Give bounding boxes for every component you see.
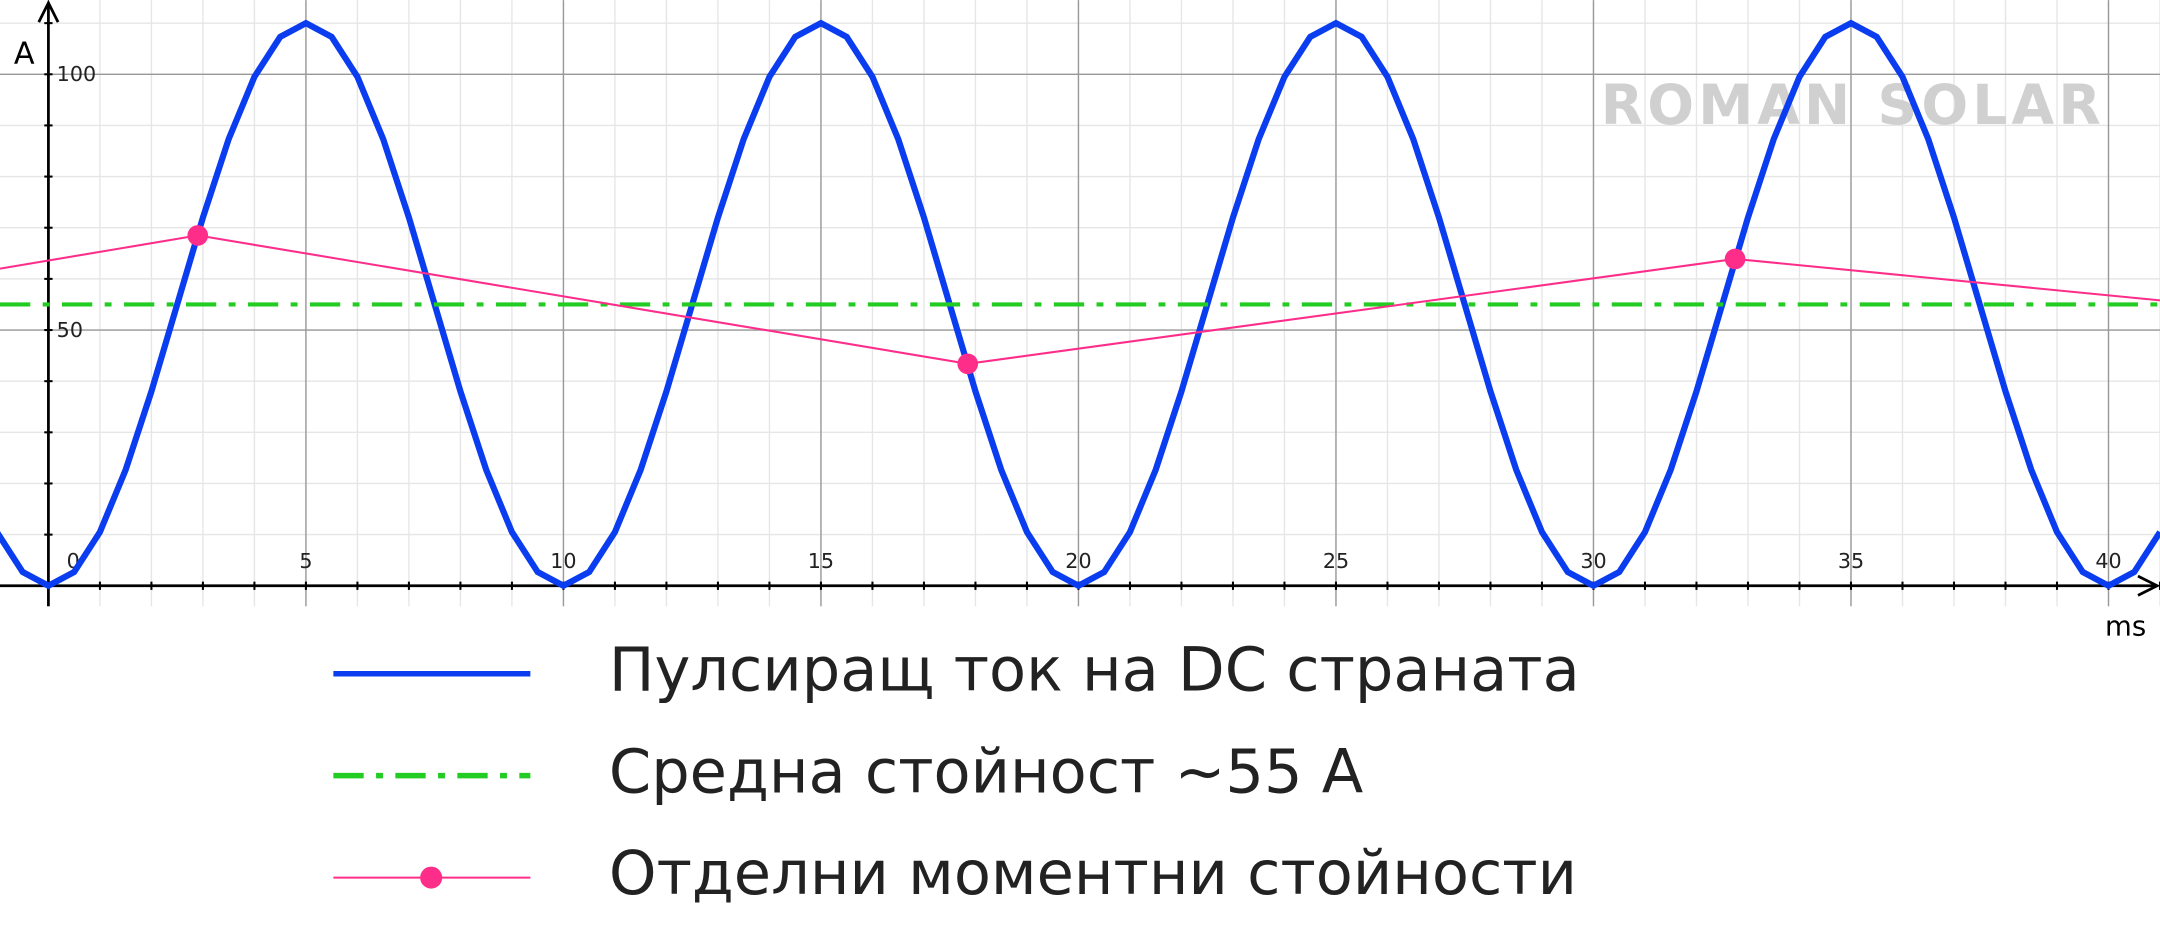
x-tick-label: 15 [808,549,834,573]
x-axis-arrow [2137,574,2160,597]
legend-label: Пулсиращ ток на DC страната [609,635,1580,705]
x-tick-label: 20 [1065,549,1091,573]
point [957,353,979,375]
y-axis-arrow [37,0,60,23]
x-tick-label: 40 [2095,549,2121,573]
series-line [0,19,2160,590]
y-tick-label: 100 [57,62,96,86]
legend-marker [420,866,443,889]
y-axis-label: A [14,36,35,71]
watermark: ROMAN SOLAR [1601,73,2105,137]
x-tick-label: 25 [1323,549,1349,573]
x-tick-label: 35 [1838,549,1864,573]
x-axis-label: ms [2105,610,2146,642]
x-tick-label: 10 [550,549,576,573]
y-tick-label: 50 [57,318,83,342]
x-tick-label: 30 [1580,549,1606,573]
series-line [0,234,2160,365]
x-tick-label: 5 [299,549,312,573]
legend-label: Средна стойност ~55 A [609,737,1363,807]
point [1724,248,1746,270]
legend-label: Отделни моментни стойности [609,839,1577,909]
point [187,225,209,246]
